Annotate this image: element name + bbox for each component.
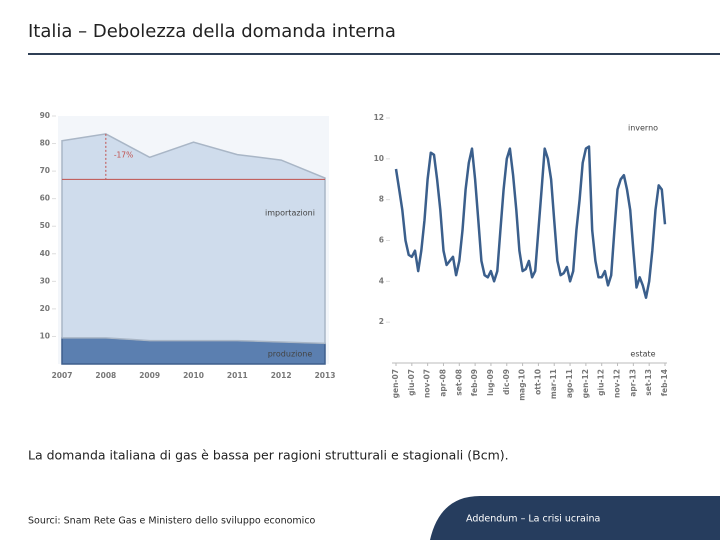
x-tick-label: nov-07 <box>423 369 432 398</box>
caption: La domanda italiana di gas è bassa per r… <box>28 448 509 463</box>
x-tick-label: gen-12 <box>581 369 590 398</box>
slide-title: Italia – Debolezza della domanda interna <box>28 21 396 42</box>
x-tick-label: 2011 <box>227 371 248 380</box>
x-tick-label: ott-10 <box>533 369 542 395</box>
y-tick-label: 12 <box>374 113 384 122</box>
x-tick-label: 2009 <box>139 371 160 380</box>
y-tick-label: 70 <box>40 166 50 175</box>
x-tick-label: set-08 <box>454 369 463 396</box>
x-tick-label: mar-11 <box>549 369 558 399</box>
x-tick-label: apr-13 <box>628 369 637 397</box>
source: Sourci: Snam Rete Gas e Ministero dello … <box>28 516 316 527</box>
footer-panel <box>430 496 720 540</box>
y-tick-label: 40 <box>40 249 50 258</box>
x-tick-label: lug-09 <box>486 369 495 396</box>
x-tick-label: giu-07 <box>407 369 416 396</box>
x-tick-label: giu-12 <box>597 369 606 396</box>
y-tick-label: 6 <box>379 236 384 245</box>
x-tick-label: feb-09 <box>470 369 479 396</box>
x-tick-label: 2013 <box>315 371 336 380</box>
y-tick-label: 60 <box>40 194 50 203</box>
series-label: importazioni <box>265 209 315 218</box>
x-tick-label: apr-08 <box>438 369 447 397</box>
x-tick-label: 2012 <box>271 371 292 380</box>
x-tick-label: gen-07 <box>391 369 400 398</box>
annotation: estate <box>630 350 655 359</box>
x-tick-label: ago-11 <box>565 369 574 398</box>
y-tick-label: 90 <box>40 111 50 120</box>
x-tick-label: 2007 <box>52 371 73 380</box>
y-tick-label: 2 <box>379 317 384 326</box>
y-tick-label: 50 <box>40 221 50 230</box>
y-tick-label: 80 <box>40 139 50 148</box>
area <box>61 133 326 345</box>
annotation: inverno <box>628 124 658 133</box>
y-tick-label: 30 <box>40 276 50 285</box>
y-tick-label: 10 <box>40 331 50 340</box>
x-tick-label: 2010 <box>183 371 204 380</box>
footer-text: Addendum – La crisi ucraina <box>466 514 600 525</box>
x-tick-label: 2008 <box>95 371 116 380</box>
y-tick-label: 20 <box>40 304 50 313</box>
series-label: produzione <box>268 350 313 359</box>
y-tick-label: 8 <box>379 195 384 204</box>
y-tick-label: 10 <box>374 154 384 163</box>
reference-label: -17% <box>114 151 133 160</box>
x-tick-label: feb-14 <box>660 369 669 396</box>
x-tick-label: nov-12 <box>613 369 622 398</box>
x-tick-label: dic-09 <box>502 369 511 395</box>
line <box>394 145 667 299</box>
y-tick-label: 4 <box>379 276 384 285</box>
x-tick-label: set-13 <box>644 369 653 396</box>
x-tick-label: mag-10 <box>518 369 527 401</box>
